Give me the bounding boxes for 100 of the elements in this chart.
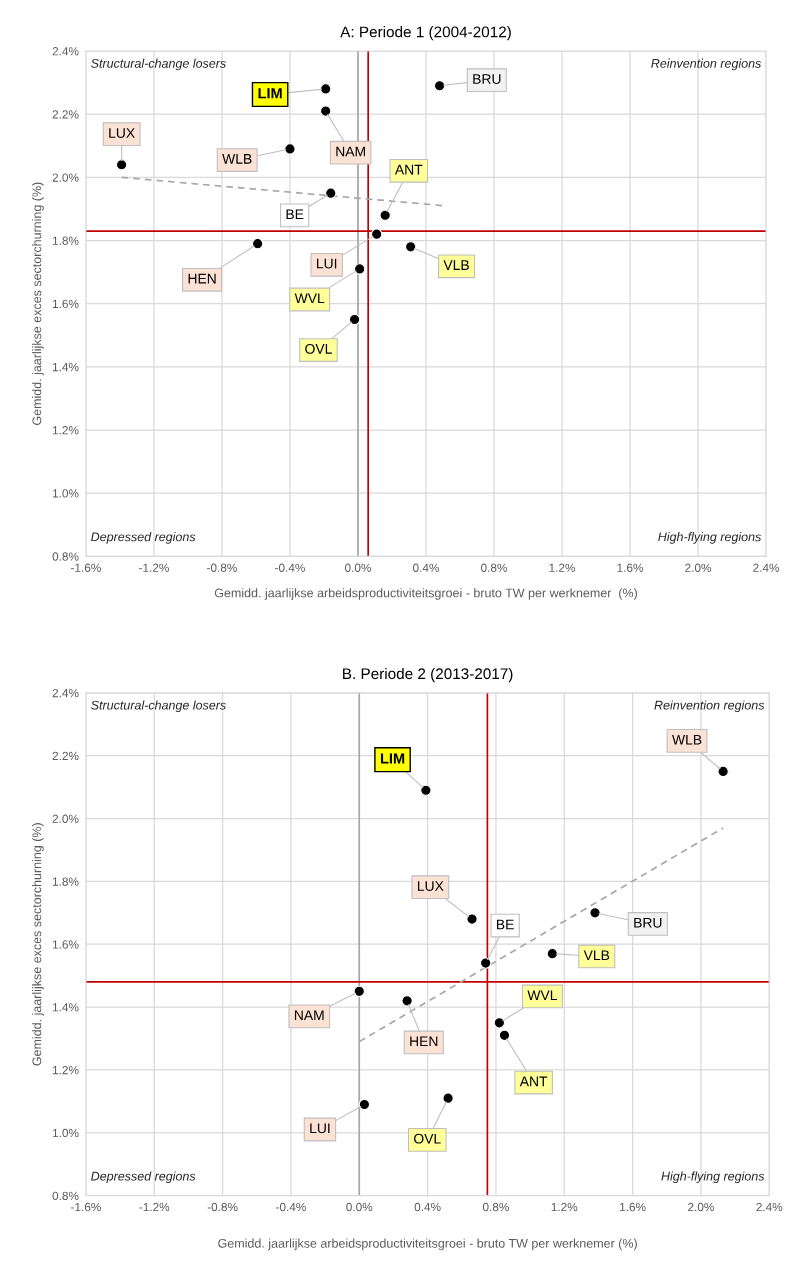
x-tick-label: -0.8% — [207, 563, 237, 572]
text: OVL — [414, 1133, 441, 1144]
point — [466, 913, 478, 925]
text: NAM — [294, 1010, 324, 1020]
series-label: VLB — [583, 950, 610, 961]
x-tick-label: -1.6% — [71, 563, 101, 572]
x-tick-label: -1.6% — [71, 1202, 101, 1212]
point — [325, 187, 337, 199]
text: OVL — [305, 343, 332, 354]
text: NAM — [336, 146, 365, 157]
point — [370, 228, 383, 240]
chart-title: A: Periode 1 (2004-2012) — [340, 26, 511, 41]
text: LUI — [310, 1123, 330, 1134]
text: WVL — [527, 990, 557, 1000]
y-tick-label: 2.2% — [52, 110, 79, 119]
x-tick-label: -1.2% — [139, 1202, 170, 1212]
annotation: Structural-change losers — [91, 700, 226, 713]
x-tick-label: -0.4% — [276, 1202, 306, 1212]
text: HEN — [410, 1036, 438, 1047]
y-tick-label: 1.2% — [52, 1065, 79, 1075]
series-label: BE — [286, 209, 304, 219]
x-tick-label: 1.6% — [617, 563, 644, 572]
annotation: Depressed regions — [91, 1171, 196, 1184]
x-tick-label: 2.0% — [685, 563, 712, 572]
y-tick-label: 1.6% — [52, 299, 79, 309]
annotation: High-flying regions — [661, 1171, 765, 1184]
point — [353, 985, 365, 998]
y-tick-label: 2.0% — [52, 814, 79, 823]
y-tick-label: 2.0% — [52, 173, 79, 182]
annotation: High-flying regions — [658, 532, 762, 544]
point — [284, 143, 296, 155]
text: LUX — [417, 881, 444, 891]
y-tick-label: 2.4% — [52, 688, 79, 698]
text: BE — [497, 919, 514, 930]
annotation: Reinvention regions — [654, 700, 765, 713]
x-tick-label: 0.0% — [344, 563, 372, 572]
text: VLB — [443, 260, 469, 270]
point — [498, 1029, 511, 1042]
text: LIM — [258, 88, 282, 99]
point — [319, 83, 332, 95]
chart-title: B. Periode 2 (2013-2017) — [343, 667, 513, 683]
y-tick-label: 1.6% — [52, 940, 79, 949]
point — [353, 263, 366, 275]
x-tick-label: 1.2% — [549, 563, 576, 572]
x-tick-label: 0.4% — [413, 563, 440, 572]
point — [401, 995, 413, 1007]
y-tick-label: 1.0% — [52, 489, 79, 498]
annotation: Reinvention regions — [651, 58, 762, 71]
point — [319, 105, 332, 117]
y-tick-label: 1.4% — [52, 1003, 79, 1012]
text: ANT — [519, 1076, 548, 1087]
x-tick-label: -0.8% — [207, 1202, 238, 1212]
x-tick-label: 1.2% — [551, 1202, 578, 1212]
x-tick-label: 0.8% — [482, 1202, 509, 1212]
point — [546, 947, 559, 960]
x-tick-label: 2.4% — [753, 563, 780, 572]
x-tick-label: 2.4% — [756, 1202, 783, 1212]
x-tick-label: 1.6% — [620, 1202, 646, 1212]
y-axis-title: Gemidd. jaarlijkse exces sectorchurning (%) — [32, 182, 44, 425]
annotation: Structural-change losers — [91, 58, 226, 71]
point — [493, 1017, 506, 1029]
text: WVL — [294, 293, 325, 304]
x-axis-title: Gemidd. jaarlijkse arbeidsproductiviteitsgroei - bruto TW per werknemer (%) — [214, 588, 637, 600]
y-tick-label: 1.8% — [52, 877, 79, 886]
y-tick-label: 2.4% — [52, 47, 79, 56]
point — [115, 159, 128, 171]
point — [404, 241, 417, 253]
text: LUI — [317, 258, 337, 269]
point — [479, 957, 492, 969]
text: ANT — [394, 164, 423, 175]
text: WLB — [222, 154, 252, 164]
text: BRU — [473, 74, 501, 84]
y-axis-title: Gemidd. jaarlijkse exces sectorchurning (%) — [32, 823, 44, 1066]
point — [433, 80, 446, 92]
y-tick-label: 1.8% — [52, 236, 79, 245]
text: LIM — [380, 753, 405, 764]
point — [420, 784, 432, 796]
text: WLB — [672, 734, 702, 745]
x-tick-label: -1.2% — [139, 563, 169, 572]
text: BRU — [634, 917, 662, 928]
x-axis-title: Gemidd. jaarlijkse arbeidsproductiviteitsgroei - bruto TW per werknemer (%) — [218, 1238, 637, 1251]
x-tick-label: 0.0% — [346, 1202, 373, 1212]
y-tick-label: 0.8% — [52, 552, 79, 561]
y-tick-label: 0.8% — [52, 1191, 79, 1201]
annotation: Depressed regions — [91, 532, 196, 544]
point — [251, 237, 264, 250]
point — [358, 1098, 371, 1111]
text: HEN — [188, 273, 216, 284]
point — [379, 209, 391, 221]
point — [442, 1092, 454, 1104]
y-tick-label: 1.0% — [52, 1128, 79, 1138]
y-tick-label: 1.2% — [52, 426, 79, 435]
y-tick-label: 2.2% — [52, 751, 79, 761]
x-tick-label: 0.8% — [481, 563, 508, 572]
series-label: LUX — [109, 128, 135, 138]
point — [589, 907, 601, 919]
point — [348, 313, 361, 326]
x-tick-label: 0.4% — [414, 1202, 441, 1212]
y-tick-label: 1.4% — [52, 362, 79, 372]
x-tick-label: 2.0% — [688, 1202, 714, 1212]
